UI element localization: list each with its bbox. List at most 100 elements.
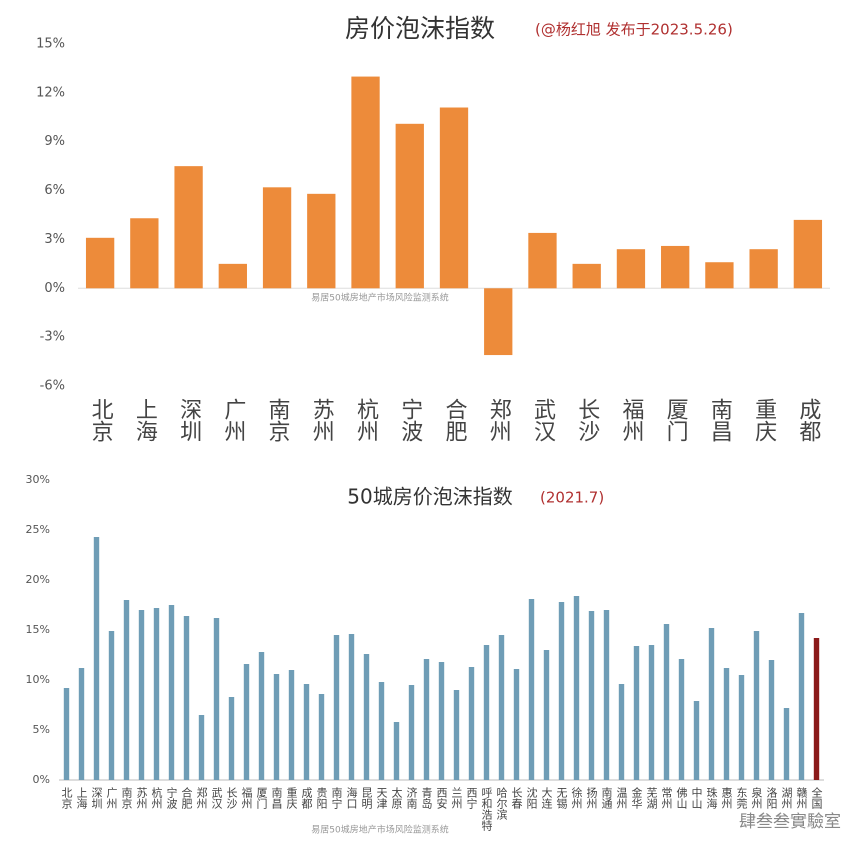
x-tick-label: 南昌: [270, 787, 283, 810]
x-tick-label: 惠州: [720, 786, 733, 809]
bar: [348, 634, 355, 780]
x-tick-label: 南京: [120, 787, 133, 810]
y-tick-label: 10%: [26, 673, 50, 686]
x-tick-label: 福州: [618, 398, 644, 442]
x-tick-label: 哈尔滨: [495, 787, 508, 821]
y-tick-label: 5%: [33, 723, 50, 736]
x-tick-label: 西安: [435, 787, 448, 810]
y-tick-label: -6%: [40, 379, 65, 394]
x-tick-label: 徐州: [570, 786, 583, 809]
bar: [793, 219, 823, 289]
bar: [153, 608, 160, 780]
bar: [618, 684, 625, 780]
bar: [661, 245, 690, 289]
bar: [258, 652, 265, 780]
x-tick-label: 赣州: [795, 786, 808, 809]
bar: [498, 635, 505, 780]
bar: [318, 694, 325, 780]
x-tick-label: 广州: [220, 398, 246, 442]
bar: [243, 664, 250, 780]
bar: [439, 107, 469, 289]
x-tick-label: 东莞: [735, 787, 748, 810]
x-tick-label: 扬州: [585, 786, 598, 809]
x-tick-label: 成都: [795, 398, 821, 442]
bar: [351, 76, 380, 289]
x-tick-label: 成都: [300, 787, 313, 809]
bar: [307, 193, 336, 289]
bar: [783, 708, 790, 780]
bar: [213, 618, 220, 780]
x-tick-label: 厦门: [255, 787, 268, 810]
chart-title: 50城房价泡沫指数: [347, 485, 512, 509]
x-tick-label: 沈阳: [525, 786, 538, 809]
bar: [813, 638, 820, 780]
x-tick-label: 合肥: [180, 786, 193, 809]
bar: [183, 616, 190, 780]
bar: [262, 187, 292, 289]
bar: [573, 596, 580, 780]
bar: [93, 537, 100, 780]
x-tick-label: 北京: [60, 787, 73, 810]
x-tick-label: 宁波: [165, 786, 178, 810]
x-tick-label: 上海: [132, 398, 158, 442]
x-tick-label: 泉州: [750, 786, 763, 809]
x-tick-label: 兰州: [450, 787, 463, 809]
bar: [395, 123, 424, 289]
bar: [678, 659, 685, 780]
x-tick-label: 郑州: [195, 786, 208, 809]
bar: [616, 249, 646, 289]
y-tick-label: 12%: [36, 85, 65, 100]
credit: 肆叁叁實驗室: [739, 812, 841, 832]
x-tick-label: 中山: [690, 787, 703, 809]
x-tick-label: 佛山: [675, 787, 688, 809]
bar: [705, 262, 734, 289]
bar: [333, 635, 340, 780]
bar: [693, 701, 700, 780]
x-tick-label: 上海: [75, 787, 88, 810]
bar: [468, 667, 475, 780]
x-tick-label: 芜湖: [645, 786, 658, 810]
x-tick-label: 福州: [240, 786, 253, 809]
bar: [513, 669, 520, 780]
x-tick-label: 武汉: [210, 787, 223, 810]
chart-subtitle: (2021.7): [540, 489, 604, 507]
bar: [453, 690, 460, 780]
y-tick-label: 15%: [26, 623, 50, 636]
x-tick-label: 洛阳: [765, 786, 778, 809]
y-tick-label: 0%: [44, 281, 65, 296]
y-tick-label: 3%: [44, 232, 65, 247]
bar: [543, 650, 550, 780]
x-tick-label: 重庆: [751, 398, 777, 442]
x-tick-label: 郑州: [486, 398, 512, 442]
bar: [393, 722, 400, 780]
bar: [363, 654, 370, 780]
x-tick-label: 温州: [615, 787, 628, 809]
bar: [174, 166, 203, 289]
y-tick-label: 20%: [26, 573, 50, 586]
bar: [528, 599, 535, 780]
x-tick-label: 大连: [540, 786, 553, 809]
x-tick-label: 杭州: [353, 398, 379, 442]
bar: [198, 715, 205, 780]
y-tick-label: 6%: [44, 183, 65, 198]
chart-title: 房价泡沫指数: [345, 14, 495, 43]
x-tick-label: 湖州: [780, 787, 793, 809]
chart-subtitle: (@杨红旭 发布于2023.5.26): [535, 21, 733, 39]
bar: [749, 249, 778, 289]
x-tick-label: 珠海: [705, 786, 718, 810]
x-tick-label: 金华: [630, 786, 643, 809]
bar: [768, 660, 775, 780]
bar: [438, 662, 445, 780]
bar: [558, 602, 565, 780]
watermark: 易居50城房地产市场风险监测系统: [311, 824, 448, 836]
x-tick-label: 厦门: [663, 398, 689, 442]
x-tick-label: 天津: [375, 787, 388, 809]
x-tick-label: 济南: [405, 786, 418, 809]
x-tick-label: 长沙: [225, 787, 238, 809]
x-tick-label: 北京: [88, 398, 114, 442]
y-tick-label: 15%: [36, 37, 65, 52]
x-tick-label: 贵阳: [315, 787, 328, 809]
bar: [708, 628, 715, 780]
x-tick-label: 苏州: [135, 787, 148, 809]
